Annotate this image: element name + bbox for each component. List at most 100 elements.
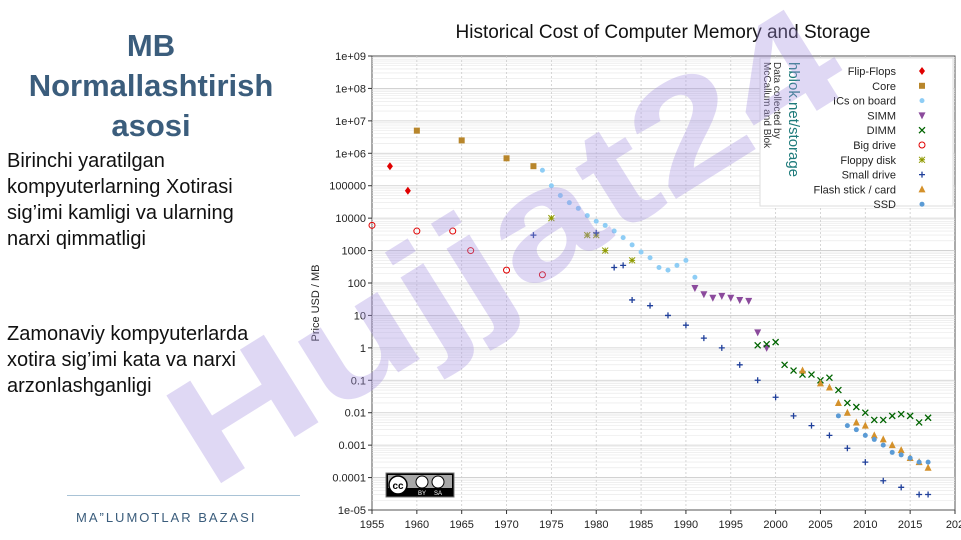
point-ssd (871, 436, 877, 442)
point-dimm (879, 416, 887, 424)
y-tick-label: 100 (348, 278, 366, 290)
legend-marker-flip-flops (919, 67, 925, 75)
point-small-drive (593, 229, 600, 236)
paragraph-first-computers: Birinchi yaratilgan kompyuterlarning Xot… (7, 150, 234, 250)
point-ics-on-board (620, 235, 626, 241)
point-ics-on-board (548, 183, 554, 189)
source-line-1: Data collected by (771, 62, 782, 139)
point-ssd (925, 459, 931, 465)
legend-marker-ics-on-board (919, 98, 925, 104)
legend-label-flip-flops: Flip-Flops (848, 66, 897, 78)
point-ssd (916, 459, 922, 465)
point-floppy-disk (548, 214, 555, 222)
legend-label-big-drive: Big drive (853, 140, 896, 152)
title-line-3: asosi (111, 108, 191, 143)
point-dimm (763, 340, 771, 348)
point-flash-stick-card (879, 435, 887, 443)
y-tick-label: 0.001 (338, 440, 366, 452)
x-tick-label: 1980 (584, 519, 608, 531)
point-flash-stick-card (861, 421, 869, 429)
point-flash-stick-card (834, 398, 842, 406)
point-small-drive (790, 412, 797, 419)
title-line-2: Normallashtirish (28, 68, 274, 103)
point-ics-on-board (584, 213, 590, 219)
point-ics-on-board (539, 167, 545, 173)
legend-marker-dimm (918, 126, 926, 134)
legend-marker-small-drive (919, 171, 925, 178)
y-tick-label: 1e+06 (335, 148, 366, 160)
point-dimm (754, 341, 762, 349)
point-simm (736, 296, 744, 304)
y-tick-label: 1000 (342, 246, 366, 258)
point-ics-on-board (629, 242, 635, 248)
point-small-drive (844, 445, 851, 452)
point-simm (754, 329, 762, 337)
point-ics-on-board (593, 218, 599, 224)
legend-marker-floppy-disk (918, 156, 926, 164)
point-big-drive (413, 227, 421, 235)
legend-label-ics-on-board: ICs on board (833, 96, 896, 108)
point-floppy-disk (601, 247, 609, 254)
point-ssd (880, 442, 886, 448)
point-simm (691, 285, 699, 293)
point-dimm (924, 414, 932, 422)
point-dimm (843, 399, 851, 407)
point-flash-stick-card (897, 446, 905, 454)
sa-icon (431, 475, 445, 489)
point-small-drive (826, 432, 833, 439)
legend-label-small-drive: Small drive (842, 170, 896, 182)
footer-divider (67, 495, 300, 496)
point-big-drive (538, 271, 546, 279)
x-tick-label: 1955 (360, 519, 384, 531)
point-flip-flops (386, 162, 393, 171)
y-tick-label: 0.0001 (332, 473, 366, 485)
point-small-drive (916, 491, 923, 498)
y-tick-label: 0.01 (345, 408, 366, 420)
point-ics-on-board (692, 274, 698, 280)
point-simm (745, 297, 753, 305)
point-ssd (844, 423, 850, 429)
y-tick-label: 1e-05 (338, 505, 366, 517)
legend-marker-simm (918, 112, 926, 120)
point-dimm (861, 409, 869, 417)
point-simm (727, 294, 735, 302)
x-tick-label: 2015 (898, 519, 922, 531)
point-ssd (862, 432, 868, 438)
point-dimm (808, 371, 815, 379)
point-small-drive (682, 322, 689, 329)
point-small-drive (862, 459, 869, 466)
legend-marker-ssd (919, 201, 925, 207)
point-floppy-disk (628, 256, 636, 264)
point-small-drive (530, 232, 537, 239)
point-ssd (835, 413, 841, 419)
x-tick-label: 202 (946, 519, 961, 531)
legend-marker-flash-stick-card (918, 185, 926, 193)
point-big-drive (449, 227, 457, 235)
paragraph-modern-computers: Zamonaviy kompyuterlarda xotira sig’imi … (7, 323, 249, 397)
point-small-drive (611, 264, 618, 271)
cc-icon (388, 475, 408, 495)
source-url: hblok.net/storage (785, 62, 802, 177)
point-flash-stick-card (870, 431, 878, 439)
point-dimm (915, 419, 923, 426)
point-ics-on-board (647, 255, 653, 261)
point-core (413, 127, 420, 134)
point-core (458, 137, 465, 144)
point-flash-stick-card (888, 441, 896, 449)
y-tick-label: 1e+09 (335, 51, 366, 63)
point-big-drive (467, 247, 475, 255)
point-small-drive (880, 477, 887, 484)
legend-label-dimm: DIMM (867, 125, 896, 137)
point-ics-on-board (611, 228, 617, 234)
point-small-drive (718, 344, 725, 351)
point-dimm (897, 410, 905, 418)
by-label: BY (418, 491, 426, 497)
x-tick-label: 1990 (674, 519, 698, 531)
point-dimm (772, 338, 780, 346)
point-ssd (907, 455, 913, 461)
point-simm (709, 294, 717, 302)
y-tick-label: 10 (354, 310, 366, 322)
point-ics-on-board (656, 265, 662, 271)
point-small-drive (620, 262, 627, 269)
